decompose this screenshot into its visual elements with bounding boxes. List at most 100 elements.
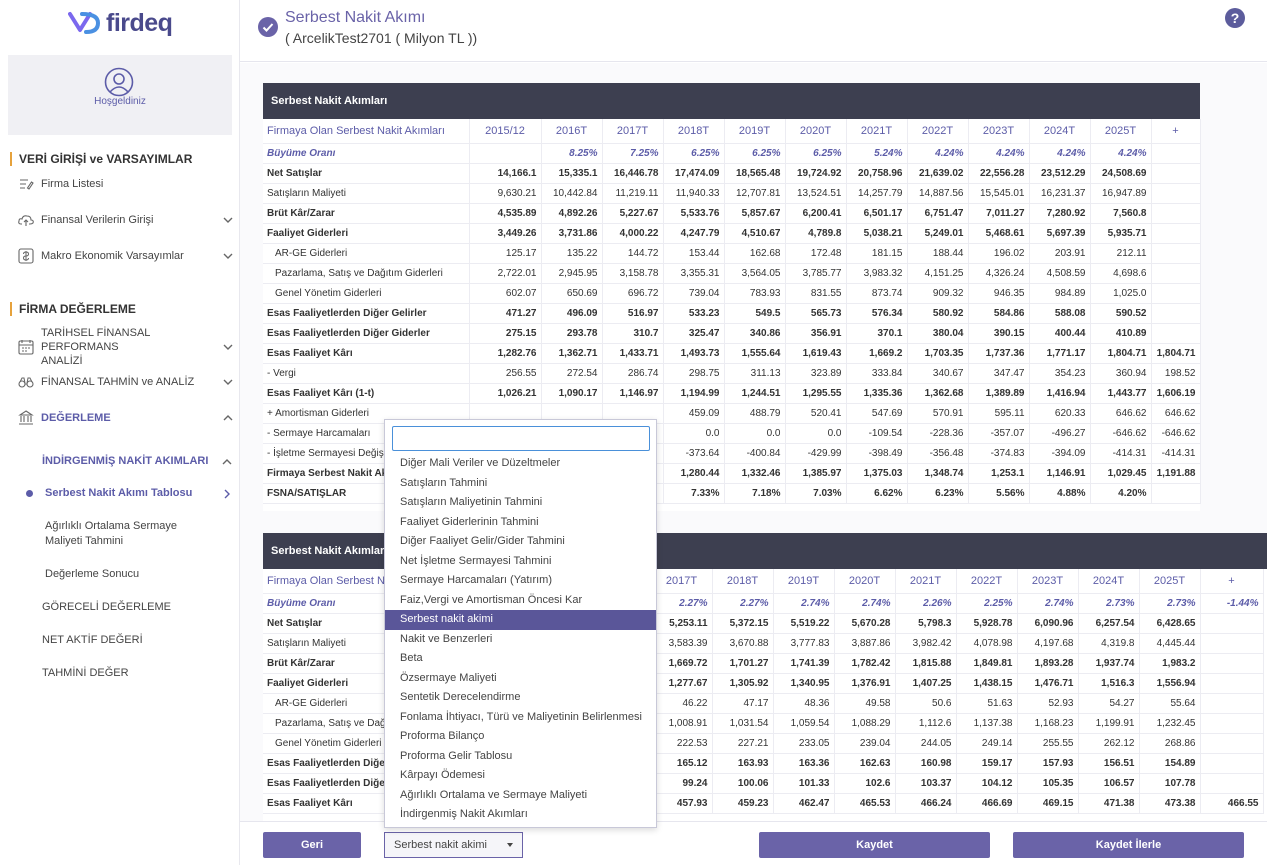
sidebar-sub-wacc[interactable]: Ağırlıklı Ortalama Sermaye Maliyeti Tahm… — [45, 520, 178, 547]
table-cell — [1151, 163, 1201, 184]
column-header: 2022T — [907, 119, 969, 144]
chevron-down-icon[interactable] — [223, 215, 233, 225]
dropdown-option[interactable]: Beta — [400, 652, 423, 664]
table-cell: 4,247.79 — [663, 223, 725, 244]
row-label: Faaliyet Giderleri — [263, 223, 470, 244]
list-edit-icon — [20, 179, 34, 190]
sidebar-sub-free-cash-flow-table[interactable]: Serbest Nakit Akımı Tablosu — [45, 487, 193, 499]
sidebar-item-historical-performance[interactable]: TARİHSEL FİNANSAL PERFORMANS ANALİZİ — [18, 326, 233, 368]
fcf-table-1: Firmaya Olan Serbest Nakit Akımları 2015/… — [263, 119, 1201, 504]
logo[interactable]: firdeq — [68, 8, 173, 38]
column-header: 2021T — [895, 569, 957, 594]
sidebar-item-financial-data-entry[interactable]: Finansal Verilerin Girişi — [18, 212, 233, 228]
row-label: Esas Faaliyetlerden Diğer Gelirler — [263, 303, 470, 324]
dropdown-option[interactable]: Faiz,Vergi ve Amortisman Öncesi Kar — [400, 593, 583, 606]
table-cell: 12,707.81 — [724, 183, 786, 204]
dropdown-option[interactable]: Faaliyet Giderlerinin Tahmini — [400, 515, 539, 528]
user-avatar-icon[interactable] — [104, 67, 134, 97]
dropdown-option[interactable]: Satışların Tahmini — [400, 476, 488, 489]
dropdown-option[interactable]: İndirgenmiş Nakit Akımları — [400, 808, 528, 820]
table-cell: 163.93 — [712, 753, 774, 774]
sidebar-sub-estimated-value[interactable]: TAHMİNİ DEĞER — [42, 667, 129, 679]
page-select[interactable]: Serbest nakit akimi — [384, 832, 523, 858]
table-cell — [1151, 223, 1201, 244]
table-cell: 1,376.91 — [834, 673, 896, 694]
table-cell: 153.44 — [663, 243, 725, 264]
table-cell: 4,698.6 — [1090, 263, 1152, 284]
dropdown-option[interactable]: Serbest nakit akimi — [385, 610, 656, 630]
dropdown-option[interactable]: Nakit ve Benzerleri — [400, 632, 493, 645]
dropdown-option[interactable]: Proforma Gelir Tablosu — [400, 749, 513, 762]
table-cell: 471.27 — [469, 303, 542, 324]
table-cell: 1,008.91 — [651, 713, 713, 734]
sidebar-item-company-list[interactable]: Firma Listesi — [18, 176, 233, 192]
table-cell: 47.17 — [712, 693, 774, 714]
chevron-down-icon[interactable] — [223, 251, 233, 261]
table-cell: 354.23 — [1029, 363, 1091, 384]
table-cell: 6,428.65 — [1139, 613, 1201, 634]
sidebar-item-forecast-analysis[interactable]: FİNANSAL TAHMİN ve ANALİZ — [18, 374, 233, 390]
table-cell: 584.86 — [968, 303, 1030, 324]
help-icon[interactable]: ? — [1225, 8, 1245, 28]
table-cell: 1,937.74 — [1078, 653, 1140, 674]
dropdown-option[interactable]: Kârpayı Ödemesi — [400, 769, 485, 781]
table-cell: 5.56% — [968, 483, 1030, 504]
table-row: Büyüme Oranı 8.25% 7.25% 6.25% 6.25% 6.25% 5.2… — [263, 143, 1201, 164]
dropdown-option[interactable]: Sentetik Derecelendirme — [400, 691, 521, 703]
table-cell: 2.74% — [1017, 593, 1079, 614]
save-button[interactable]: Kaydet — [759, 832, 990, 858]
table-cell: 602.07 — [469, 283, 542, 304]
table-cell — [1151, 243, 1201, 264]
table-cell: 15,335.1 — [541, 163, 603, 184]
sidebar-item-macro-assumptions[interactable]: Makro Ekonomik Varsayımlar — [18, 248, 233, 264]
dropdown-search-input[interactable] — [392, 426, 650, 451]
sidebar-sub-valuation-result[interactable]: Değerleme Sonucu — [45, 568, 140, 580]
dropdown-option[interactable]: Fonlama İhtiyacı, Türü ve Maliyetinin Be… — [400, 710, 642, 723]
table-cell: 135.22 — [541, 243, 603, 264]
chevron-up-icon[interactable] — [223, 413, 233, 423]
table-cell: 5,249.01 — [907, 223, 969, 244]
table-cell: 533.23 — [663, 303, 725, 324]
table-cell: 1,232.45 — [1139, 713, 1201, 734]
dropdown-option[interactable]: Ağırlıklı Ortalama ve Sermaye Maliyeti — [400, 788, 588, 801]
dropdown-option[interactable]: Satışların Maliyetinin Tahmini — [400, 496, 543, 508]
table-row: Esas Faaliyet Kârı (1-t) 1,026.21 1,090.17… — [263, 383, 1201, 404]
save-next-button[interactable]: Kaydet İlerle — [1013, 832, 1244, 858]
dropdown-option[interactable]: Diğer Mali Veriler ve Düzeltmeler — [400, 457, 561, 469]
table-cell: 4,445.44 — [1139, 633, 1201, 654]
table-cell: 1,476.71 — [1017, 673, 1079, 694]
table-cell: -429.99 — [785, 443, 847, 464]
chevron-down-icon[interactable] — [223, 377, 233, 387]
column-header: 2018T — [663, 119, 725, 144]
dropdown-option[interactable]: Sermaye Harcamaları (Yatırım) — [400, 574, 552, 586]
table-cell: 3,583.39 — [651, 633, 713, 654]
sidebar-item-valuation[interactable]: DEĞERLEME — [18, 410, 233, 426]
back-button[interactable]: Geri — [263, 832, 361, 858]
table-cell: 1,194.99 — [663, 383, 725, 404]
chevron-down-icon[interactable] — [223, 342, 233, 352]
table-cell: 1,438.15 — [956, 673, 1018, 694]
table-cell: 10,442.84 — [541, 183, 603, 204]
table-cell: 3,731.86 — [541, 223, 603, 244]
binoculars-icon — [18, 377, 34, 388]
table-cell: 466.24 — [895, 793, 957, 814]
table-cell: 162.68 — [724, 243, 786, 264]
dropdown-option[interactable]: Diğer Faaliyet Gelir/Gider Tahmini — [400, 535, 565, 547]
sidebar-sub-relative-valuation[interactable]: GÖRECELİ DEĞERLEME — [42, 601, 171, 613]
table-cell: 2.25% — [956, 593, 1018, 614]
table-cell: 6.23% — [907, 483, 969, 504]
table-cell: 1,416.94 — [1029, 383, 1091, 404]
table-cell: 4.24% — [1090, 143, 1152, 164]
table-cell: 873.74 — [846, 283, 908, 304]
column-header: 2020T — [785, 119, 847, 144]
dropdown-option[interactable]: Net İşletme Sermayesi Tahmini — [400, 554, 552, 567]
table-cell: 471.38 — [1078, 793, 1140, 814]
dropdown-option[interactable]: Proforma Bilanço — [400, 730, 485, 742]
sidebar-sub-discounted-cash-flows[interactable]: İNDİRGENMİŞ NAKİT AKIMLARI — [42, 455, 209, 467]
row-label: - Vergi — [263, 363, 470, 384]
dropdown-option[interactable]: Özsermaye Maliyeti — [400, 671, 497, 684]
table-cell: 11,940.33 — [663, 183, 725, 204]
sidebar-sub-net-asset-value[interactable]: NET AKTİF DEĞERİ — [42, 634, 143, 646]
chevron-right-icon[interactable] — [222, 489, 232, 499]
chevron-up-icon[interactable] — [222, 457, 232, 467]
